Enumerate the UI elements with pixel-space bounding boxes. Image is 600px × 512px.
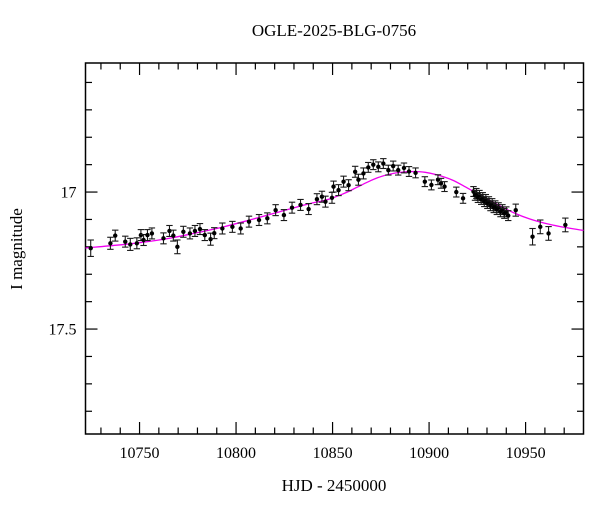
data-point	[401, 165, 407, 171]
data-point	[546, 231, 551, 236]
data-point	[395, 167, 401, 173]
data-point	[123, 239, 128, 244]
data-point	[454, 189, 459, 195]
y-axis-label: I magnitude	[7, 208, 26, 290]
data-point	[371, 162, 376, 167]
data-point	[141, 237, 146, 243]
data-point	[329, 195, 335, 201]
data-point	[208, 236, 213, 242]
data-point	[341, 179, 346, 184]
x-axis-label: HJD - 2450000	[282, 476, 387, 495]
data-point	[265, 216, 270, 221]
data-point	[460, 196, 466, 201]
plot-frame	[84, 62, 585, 435]
data-point	[346, 183, 351, 188]
data-point	[149, 231, 155, 236]
data-point	[376, 164, 381, 170]
data-point	[197, 226, 203, 232]
data-point	[212, 230, 217, 236]
data-point	[538, 224, 543, 230]
x-tick-label: 10750	[120, 445, 160, 462]
data-point	[167, 228, 172, 234]
data-point	[386, 167, 391, 173]
model-curve	[85, 170, 584, 249]
data-point	[413, 170, 418, 176]
data-point	[331, 184, 336, 189]
data-point	[134, 241, 140, 246]
x-tick-label: 10800	[216, 445, 256, 462]
data-point	[336, 187, 341, 193]
data-point	[429, 182, 434, 188]
data-point	[314, 196, 320, 202]
data-point	[128, 242, 133, 247]
data-point	[513, 207, 518, 213]
data-point	[246, 219, 252, 224]
data-point	[422, 179, 428, 184]
data-point	[530, 234, 535, 239]
data-point	[113, 233, 118, 238]
data-point	[356, 177, 361, 182]
data-point	[506, 213, 511, 218]
y-tick-label: 17.5	[49, 322, 77, 339]
x-tick-label: 10950	[506, 445, 546, 462]
data-point	[202, 232, 207, 238]
data-point	[273, 207, 278, 213]
data-point	[361, 171, 366, 176]
data-point	[298, 202, 303, 208]
y-tick-label: 17	[61, 185, 77, 202]
data-point	[108, 241, 113, 246]
data-point	[192, 228, 198, 234]
data-point	[256, 217, 262, 223]
data-point	[390, 163, 396, 169]
data-point	[563, 222, 568, 228]
x-tick-label: 10850	[313, 445, 353, 462]
data-point	[323, 199, 328, 204]
data-point	[306, 206, 311, 212]
data-point	[352, 169, 358, 174]
data-point	[220, 226, 225, 231]
data-point	[161, 236, 166, 241]
data-point	[442, 184, 447, 189]
plot-title: OGLE-2025-BLG-0756	[252, 21, 416, 40]
data-point	[175, 244, 180, 250]
plot-area: 10750 10800 10850 10900 10950 17 17.5	[49, 62, 585, 462]
data-point	[88, 246, 93, 251]
data-point	[366, 165, 371, 170]
data-point	[145, 232, 150, 238]
x-tick-label: 10900	[409, 445, 449, 462]
data-point	[230, 224, 235, 230]
data-point	[171, 233, 176, 238]
data-point	[319, 194, 325, 199]
data-point	[181, 229, 186, 234]
data-point	[406, 169, 412, 174]
data-point	[281, 212, 287, 218]
data-point	[289, 205, 295, 210]
data-point	[187, 231, 193, 236]
data-point	[381, 161, 386, 166]
data-point	[238, 226, 243, 231]
